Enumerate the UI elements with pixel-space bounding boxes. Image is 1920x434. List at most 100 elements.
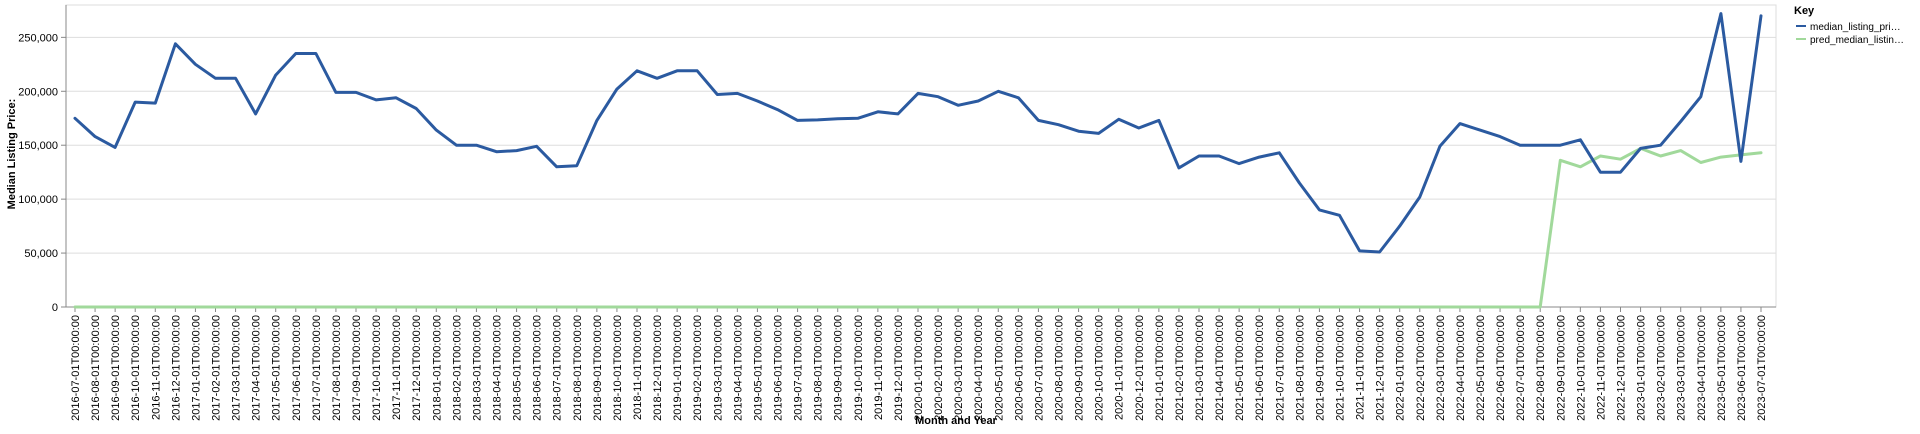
x-tick-label: 2021-01-01T00:00:00 xyxy=(1154,315,1166,421)
x-tick-label: 2017-10-01T00:00:00 xyxy=(371,315,383,421)
x-tick-label: 2022-07-01T00:00:00 xyxy=(1515,315,1527,421)
x-tick-label: 2020-07-01T00:00:00 xyxy=(1033,315,1045,421)
gridlines xyxy=(66,36,1776,308)
x-tick-label: 2019-08-01T00:00:00 xyxy=(813,315,825,421)
x-tick-label: 2022-03-01T00:00:00 xyxy=(1435,315,1447,421)
x-tick-label: 2022-09-01T00:00:00 xyxy=(1555,315,1567,421)
x-tick-label: 2019-09-01T00:00:00 xyxy=(833,315,845,421)
x-tick-label: 2020-05-01T00:00:00 xyxy=(993,315,1005,421)
x-tick-label: 2021-08-01T00:00:00 xyxy=(1294,315,1306,421)
x-tick-label: 2016-08-01T00:00:00 xyxy=(90,315,102,421)
x-tick-label: 2017-03-01T00:00:00 xyxy=(231,315,243,421)
x-tick-label: 2023-06-01T00:00:00 xyxy=(1736,315,1748,421)
x-tick-label: 2018-12-01T00:00:00 xyxy=(652,315,664,421)
y-tick-label: 250,000 xyxy=(18,32,58,44)
x-tick-label: 2017-12-01T00:00:00 xyxy=(411,315,423,421)
x-tick-label: 2016-10-01T00:00:00 xyxy=(130,315,142,421)
x-tick-label: 2016-07-01T00:00:00 xyxy=(70,315,82,421)
x-tick-label: 2019-02-01T00:00:00 xyxy=(692,315,704,421)
x-tick-label: 2022-02-01T00:00:00 xyxy=(1415,315,1427,421)
series-lines xyxy=(73,12,1763,309)
x-tick-label: 2019-05-01T00:00:00 xyxy=(752,315,764,421)
x-tick-label: 2022-04-01T00:00:00 xyxy=(1455,315,1467,421)
x-tick-label: 2017-06-01T00:00:00 xyxy=(291,315,303,421)
x-tick-label: 2021-07-01T00:00:00 xyxy=(1274,315,1286,421)
plot-frame xyxy=(65,4,1777,308)
x-tick-label: 2020-09-01T00:00:00 xyxy=(1074,315,1086,421)
x-tick-label: 2020-01-01T00:00:00 xyxy=(913,315,925,421)
x-tick-label: 2018-02-01T00:00:00 xyxy=(451,315,463,421)
x-tick-label: 2017-02-01T00:00:00 xyxy=(211,315,223,421)
series-line-1 xyxy=(73,146,1763,309)
x-tick-label: 2019-01-01T00:00:00 xyxy=(672,315,684,421)
x-tick-label: 2021-10-01T00:00:00 xyxy=(1335,315,1347,421)
x-tick-label: 2022-11-01T00:00:00 xyxy=(1595,315,1607,420)
x-tick-label: 2022-08-01T00:00:00 xyxy=(1535,315,1547,421)
legend-label: median_listing_pri… xyxy=(1810,22,1901,33)
series-line-0 xyxy=(73,12,1763,254)
x-tick-label: 2018-11-01T00:00:00 xyxy=(632,315,644,420)
y-tick-label: 150,000 xyxy=(18,140,58,152)
x-tick-label: 2018-06-01T00:00:00 xyxy=(532,315,544,421)
x-tick-label: 2021-11-01T00:00:00 xyxy=(1355,315,1367,420)
x-tick-label: 2020-08-01T00:00:00 xyxy=(1054,315,1066,421)
x-tick-label: 2022-05-01T00:00:00 xyxy=(1475,315,1487,421)
x-tick-label: 2018-04-01T00:00:00 xyxy=(492,315,504,421)
x-axis: 2016-07-01T00:00:00 2016-08-01T00:00:00 20… xyxy=(70,307,1768,421)
x-tick-label: 2017-04-01T00:00:00 xyxy=(251,315,263,421)
x-tick-label: 2020-02-01T00:00:00 xyxy=(933,315,945,421)
y-tick-label: 50,000 xyxy=(24,248,58,260)
plot-border xyxy=(65,4,1777,308)
legend-title: Key xyxy=(1794,5,1815,17)
x-tick-label: 2021-05-01T00:00:00 xyxy=(1234,315,1246,421)
x-tick-label: 2016-09-01T00:00:00 xyxy=(110,315,122,421)
x-tick-label: 2021-12-01T00:00:00 xyxy=(1375,315,1387,421)
legend: Key median_listing_pri… pred_median_listi… xyxy=(1794,5,1904,46)
x-tick-label: 2021-04-01T00:00:00 xyxy=(1214,315,1226,421)
x-tick-label: 2020-10-01T00:00:00 xyxy=(1094,315,1106,421)
x-tick-label: 2016-11-01T00:00:00 xyxy=(150,315,162,420)
x-tick-label: 2022-12-01T00:00:00 xyxy=(1616,315,1628,421)
x-tick-label: 2018-01-01T00:00:00 xyxy=(431,315,443,421)
x-tick-label: 2023-03-01T00:00:00 xyxy=(1676,315,1688,421)
x-tick-label: 2019-07-01T00:00:00 xyxy=(793,315,805,421)
legend-items: median_listing_pri… pred_median_listin… xyxy=(1796,22,1904,46)
y-tick-label: 200,000 xyxy=(18,86,58,98)
x-tick-label: 2022-01-01T00:00:00 xyxy=(1395,315,1407,421)
x-tick-label: 2020-06-01T00:00:00 xyxy=(1013,315,1025,421)
x-tick-label: 2021-09-01T00:00:00 xyxy=(1314,315,1326,421)
x-tick-label: 2022-06-01T00:00:00 xyxy=(1495,315,1507,421)
x-tick-label: 2020-03-01T00:00:00 xyxy=(953,315,965,421)
x-tick-label: 2017-05-01T00:00:00 xyxy=(271,315,283,421)
x-tick-label: 2018-05-01T00:00:00 xyxy=(512,315,524,421)
x-tick-label: 2023-02-01T00:00:00 xyxy=(1656,315,1668,421)
x-tick-label: 2021-03-01T00:00:00 xyxy=(1194,315,1206,421)
x-tick-label: 2019-03-01T00:00:00 xyxy=(712,315,724,421)
x-tick-label: 2019-04-01T00:00:00 xyxy=(732,315,744,421)
x-tick-label: 2017-01-01T00:00:00 xyxy=(190,315,202,421)
x-tick-label: 2021-06-01T00:00:00 xyxy=(1254,315,1266,421)
y-axis: 0 50,000 100,000 150,000 200,000 250,000 xyxy=(18,32,66,314)
x-tick-label: 2017-11-01T00:00:00 xyxy=(391,315,403,420)
x-tick-label: 2017-09-01T00:00:00 xyxy=(351,315,363,421)
x-tick-label: 2018-09-01T00:00:00 xyxy=(592,315,604,421)
y-tick-label: 0 xyxy=(52,302,58,314)
x-tick-label: 2020-11-01T00:00:00 xyxy=(1114,315,1126,420)
x-tick-label: 2023-01-01T00:00:00 xyxy=(1636,315,1648,421)
x-tick-label: 2021-02-01T00:00:00 xyxy=(1174,315,1186,421)
x-tick-label: 2018-07-01T00:00:00 xyxy=(552,315,564,421)
x-tick-label: 2018-03-01T00:00:00 xyxy=(471,315,483,421)
x-tick-label: 2019-10-01T00:00:00 xyxy=(853,315,865,421)
x-tick-label: 2019-11-01T00:00:00 xyxy=(873,315,885,420)
y-tick-label: 100,000 xyxy=(18,194,58,206)
x-tick-label: 2019-12-01T00:00:00 xyxy=(893,315,905,421)
x-tick-label: 2016-12-01T00:00:00 xyxy=(170,315,182,421)
x-tick-label: 2023-07-01T00:00:00 xyxy=(1756,315,1768,421)
legend-label: pred_median_listin… xyxy=(1810,35,1904,46)
x-tick-label: 2017-07-01T00:00:00 xyxy=(311,315,323,421)
x-tick-label: 2018-08-01T00:00:00 xyxy=(572,315,584,421)
x-tick-label: 2019-06-01T00:00:00 xyxy=(773,315,785,421)
x-tick-label: 2023-05-01T00:00:00 xyxy=(1716,315,1728,421)
